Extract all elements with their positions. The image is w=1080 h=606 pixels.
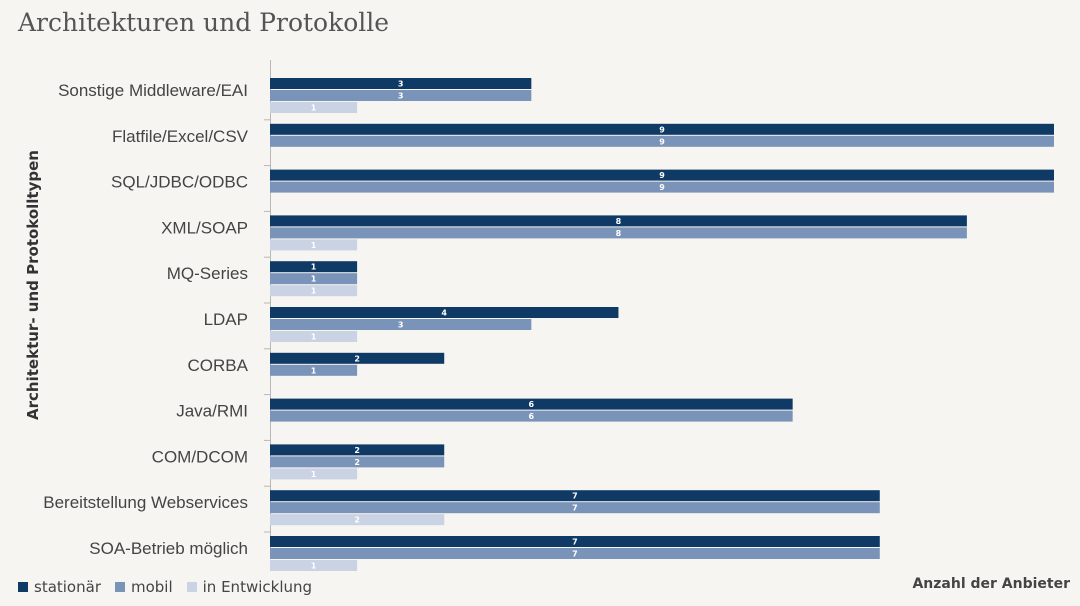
- bar-1: [270, 410, 793, 422]
- x-axis-label: Anzahl der Anbieter: [912, 576, 1070, 592]
- data-label: 8: [616, 229, 622, 238]
- data-label: 1: [311, 275, 317, 284]
- bar-2: [270, 331, 358, 342]
- data-label: 6: [529, 400, 535, 409]
- data-label: 1: [311, 333, 317, 342]
- bar-2: [270, 560, 358, 571]
- data-label: 3: [398, 321, 404, 330]
- legend-item: mobil: [114, 578, 173, 596]
- data-label: 2: [354, 516, 360, 525]
- bar-0: [270, 444, 445, 456]
- data-label: 1: [311, 287, 317, 296]
- data-label: 1: [311, 104, 317, 113]
- bar-1: [270, 181, 1054, 193]
- data-label: 4: [441, 309, 447, 318]
- category-label: SOA-Betrieb möglich: [89, 539, 248, 558]
- data-label: 1: [311, 562, 317, 571]
- category-label: Sonstige Middleware/EAI: [58, 81, 248, 100]
- legend-item: in Entwicklung: [186, 578, 313, 596]
- category-label: Java/RMI: [176, 402, 248, 421]
- legend-swatch: [186, 582, 197, 592]
- bar-1: [270, 502, 880, 514]
- data-label: 7: [572, 538, 578, 547]
- category-label: MQ-Series: [167, 264, 248, 283]
- category-label: Flatfile/Excel/CSV: [112, 127, 249, 146]
- bar-1: [270, 456, 445, 468]
- bar-2: [270, 468, 358, 480]
- data-label: 1: [311, 263, 317, 272]
- bar-1: [270, 319, 532, 330]
- bar-0: [270, 215, 967, 227]
- bar-0: [270, 352, 445, 364]
- legend: stationär mobil in Entwicklung: [18, 578, 312, 596]
- legend-swatch: [114, 582, 125, 592]
- bar-0: [270, 261, 358, 273]
- bar-1: [270, 548, 880, 559]
- data-label: 9: [659, 137, 665, 146]
- bar-1: [270, 135, 1054, 147]
- data-label: 1: [311, 470, 317, 479]
- category-label: CORBA: [188, 356, 249, 375]
- data-label: 9: [659, 171, 665, 180]
- data-label: 8: [616, 217, 622, 226]
- chart-title: Architekturen und Protokolle: [18, 8, 390, 37]
- bar-0: [270, 78, 532, 89]
- legend-label: stationär: [34, 578, 101, 596]
- bar-2: [270, 239, 358, 251]
- bar-1: [270, 364, 358, 376]
- data-label: 3: [398, 92, 404, 101]
- bar-0: [270, 398, 793, 410]
- data-label: 3: [398, 80, 404, 89]
- legend-label: mobil: [130, 578, 173, 596]
- bar-0: [270, 123, 1054, 135]
- data-label: 7: [572, 504, 578, 513]
- data-label: 2: [354, 354, 360, 363]
- category-label: SQL/JDBC/ODBC: [111, 173, 248, 192]
- bar-0: [270, 490, 880, 502]
- bar-2: [270, 102, 358, 113]
- data-label: 7: [572, 492, 578, 501]
- data-label: 7: [572, 550, 578, 559]
- bar-0: [270, 307, 619, 318]
- data-label: 2: [354, 458, 360, 467]
- bar-0: [270, 536, 880, 547]
- category-label: Bereitstellung Webservices: [43, 493, 248, 512]
- data-label: 1: [311, 366, 317, 375]
- legend-label: in Entwicklung: [202, 578, 313, 596]
- data-label: 1: [311, 241, 317, 250]
- category-label: COM/DCOM: [152, 447, 248, 466]
- category-label: XML/SOAP: [161, 218, 248, 237]
- data-label: 2: [354, 446, 360, 455]
- bar-1: [270, 273, 358, 285]
- legend-swatch: [18, 582, 28, 592]
- bar-2: [270, 285, 358, 297]
- category-label: LDAP: [204, 310, 248, 329]
- bar-0: [270, 169, 1054, 181]
- bar-1: [270, 90, 532, 101]
- data-label: 6: [529, 412, 535, 421]
- bar-1: [270, 227, 967, 239]
- bar-2: [270, 514, 445, 526]
- legend-item: stationär: [18, 578, 101, 596]
- data-label: 9: [659, 125, 665, 134]
- data-label: 9: [659, 183, 665, 192]
